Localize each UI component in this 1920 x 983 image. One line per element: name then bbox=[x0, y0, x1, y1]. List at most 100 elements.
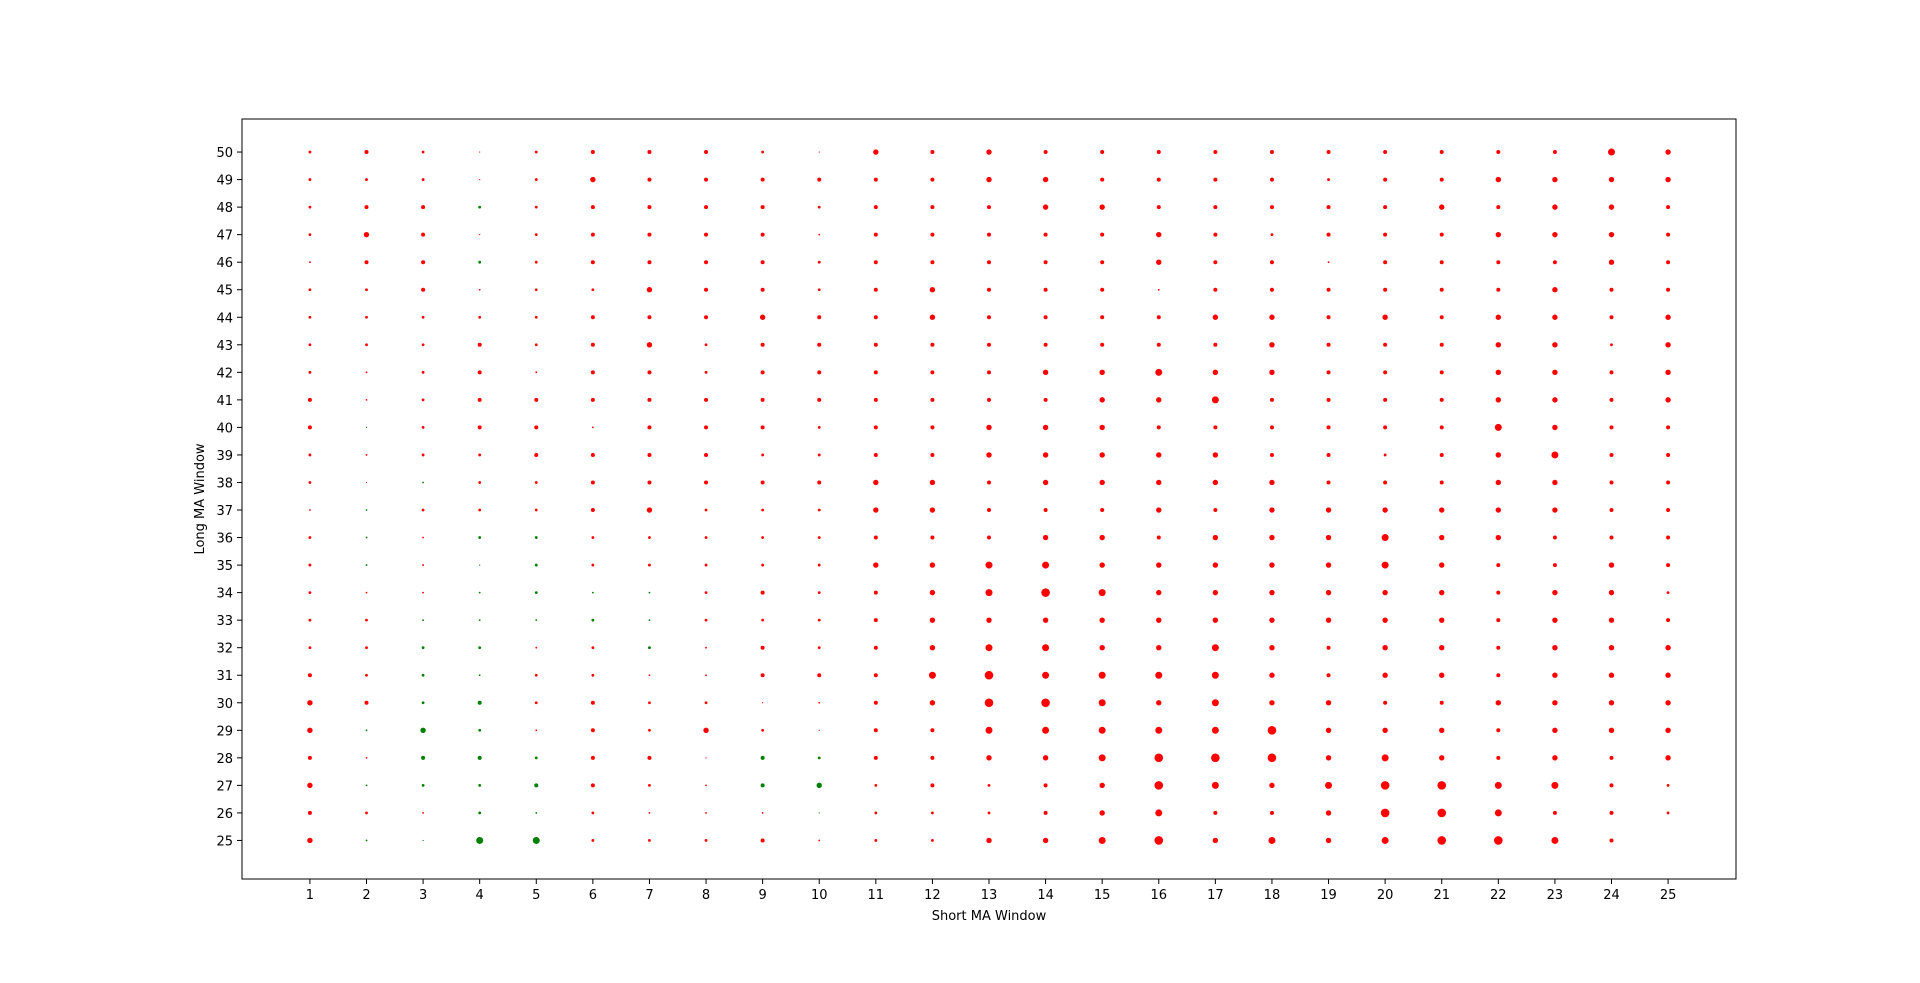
data-point bbox=[817, 673, 822, 678]
data-point bbox=[817, 756, 821, 760]
data-point bbox=[1325, 781, 1333, 789]
data-point bbox=[1326, 287, 1331, 292]
data-point bbox=[1437, 781, 1447, 790]
data-point bbox=[817, 453, 821, 457]
data-point bbox=[985, 644, 993, 652]
data-point bbox=[1439, 589, 1445, 596]
data-point bbox=[817, 591, 821, 595]
data-point bbox=[1325, 755, 1332, 761]
data-point bbox=[365, 454, 368, 456]
data-point bbox=[420, 727, 426, 734]
data-point bbox=[1099, 452, 1105, 458]
data-point bbox=[1608, 727, 1615, 734]
data-point bbox=[761, 508, 765, 512]
data-point bbox=[534, 150, 538, 154]
data-point bbox=[590, 260, 595, 265]
data-point bbox=[1269, 369, 1275, 376]
data-point bbox=[648, 646, 651, 650]
data-point bbox=[422, 839, 424, 842]
data-point bbox=[818, 812, 820, 814]
x-tick-label: 16 bbox=[1150, 888, 1167, 903]
data-point bbox=[1609, 508, 1614, 513]
data-point bbox=[817, 563, 821, 567]
data-point bbox=[1269, 342, 1275, 348]
data-point bbox=[760, 425, 765, 430]
data-point bbox=[1213, 342, 1218, 347]
data-point bbox=[1609, 535, 1614, 540]
data-point bbox=[1609, 452, 1614, 457]
data-point bbox=[1665, 149, 1671, 155]
data-point bbox=[1269, 589, 1275, 596]
data-point bbox=[1325, 562, 1332, 568]
data-point bbox=[534, 452, 539, 457]
data-point bbox=[1043, 150, 1048, 155]
data-point bbox=[534, 536, 538, 539]
data-point bbox=[1100, 342, 1105, 347]
data-point bbox=[930, 535, 935, 540]
data-point bbox=[1213, 810, 1218, 815]
data-point bbox=[1439, 315, 1444, 320]
data-point bbox=[760, 783, 765, 788]
x-axis-ticks: 1 2 3 4 5 6 7 8 9 10 11 12 13 14 15 16 17 18 19 20 21 22 23 24 2… bbox=[306, 879, 1676, 903]
data-point bbox=[930, 425, 935, 430]
data-point bbox=[930, 783, 935, 788]
data-point bbox=[1666, 452, 1671, 457]
data-point bbox=[987, 783, 991, 787]
data-point bbox=[421, 755, 426, 760]
y-tick-label: 25 bbox=[216, 834, 233, 849]
data-point bbox=[929, 562, 936, 568]
y-tick-label: 39 bbox=[216, 449, 233, 464]
data-point bbox=[1439, 480, 1444, 485]
data-point bbox=[704, 260, 709, 265]
x-tick-label: 10 bbox=[811, 888, 828, 903]
data-point bbox=[422, 536, 424, 539]
data-point bbox=[1666, 811, 1670, 815]
data-point bbox=[647, 315, 652, 320]
data-point bbox=[761, 618, 765, 622]
data-point bbox=[1156, 177, 1161, 182]
data-point bbox=[1383, 397, 1388, 402]
y-tick-label: 42 bbox=[216, 366, 233, 381]
y-tick-label: 36 bbox=[216, 532, 233, 547]
y-tick-label: 45 bbox=[216, 284, 233, 299]
data-point bbox=[477, 425, 482, 430]
data-point bbox=[817, 618, 821, 622]
data-point bbox=[1439, 232, 1444, 237]
data-point bbox=[987, 370, 991, 375]
data-point bbox=[308, 370, 312, 374]
x-tick-label: 18 bbox=[1264, 888, 1281, 903]
data-point bbox=[1383, 150, 1388, 155]
data-point bbox=[1100, 287, 1105, 292]
data-point bbox=[1326, 315, 1331, 320]
data-point bbox=[1609, 425, 1614, 430]
data-point bbox=[1269, 479, 1275, 486]
data-point bbox=[1495, 452, 1502, 458]
data-point bbox=[1609, 810, 1614, 815]
y-tick-label: 47 bbox=[216, 229, 233, 244]
x-tick-label: 6 bbox=[589, 888, 597, 903]
data-point bbox=[365, 536, 368, 539]
data-point bbox=[1155, 726, 1163, 734]
x-tick-label: 5 bbox=[532, 888, 540, 903]
data-point bbox=[1666, 563, 1671, 568]
data-point bbox=[1439, 150, 1444, 155]
data-point bbox=[1098, 836, 1106, 844]
data-point bbox=[873, 232, 878, 237]
data-point bbox=[1213, 177, 1218, 182]
data-point bbox=[1608, 562, 1615, 568]
data-point bbox=[307, 755, 312, 760]
data-point bbox=[874, 811, 878, 815]
data-point bbox=[1269, 782, 1275, 789]
data-point bbox=[591, 673, 595, 677]
data-point bbox=[1156, 342, 1161, 347]
data-point bbox=[1666, 591, 1670, 595]
data-point bbox=[703, 727, 709, 734]
y-tick-label: 33 bbox=[216, 614, 233, 629]
data-point bbox=[1666, 535, 1671, 540]
data-point bbox=[761, 150, 765, 154]
data-point bbox=[1551, 781, 1559, 789]
data-point bbox=[363, 231, 370, 238]
data-point bbox=[1043, 342, 1048, 347]
data-point bbox=[1439, 397, 1444, 402]
data-point bbox=[1552, 176, 1558, 183]
